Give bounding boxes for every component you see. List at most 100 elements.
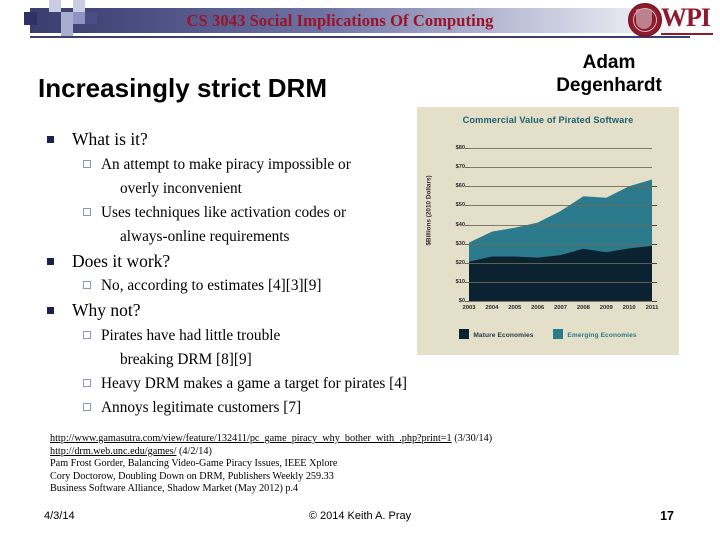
filled-square-bullet-icon <box>47 257 54 265</box>
reference-link[interactable]: http://drm.web.unc.edu/games/ <box>50 445 177 457</box>
header-deco-square-6 <box>61 24 73 36</box>
reference-date: (4/2/14) <box>176 445 212 457</box>
chart-y-tick-label: $50 <box>455 202 465 209</box>
wpi-logo: WPI <box>628 2 714 38</box>
header-deco-square-5 <box>73 12 85 24</box>
chart-y-tick-label: $80 <box>455 145 465 151</box>
bullet-level2: Heavy DRM makes a game a target for pira… <box>38 372 468 396</box>
chart-y-tick-label: $40 <box>455 221 465 228</box>
header-deco-square-7 <box>85 12 97 24</box>
chart-x-tick-label: 2010 <box>622 305 636 311</box>
wpi-seal-ring <box>633 8 657 32</box>
chart-legend: Mature Economies Emerging Economies <box>417 329 679 339</box>
chart-gridline <box>469 186 652 188</box>
chart-y-tick-mark <box>465 243 469 245</box>
chart-x-tick-label: 2011 <box>645 305 659 311</box>
chart-x-tick-label: 2008 <box>576 305 590 311</box>
mature-economies-area <box>469 245 652 301</box>
bullet-level1: Why not? <box>38 298 468 323</box>
chart-right-tick-mark <box>652 186 657 188</box>
chart-right-tick-mark <box>652 281 657 283</box>
filled-square-bullet-icon <box>47 136 54 143</box>
reference-date: (3/30/14) <box>451 433 493 444</box>
slide-body-list: What is it? An attempt to make piracy im… <box>38 127 468 420</box>
chart-right-tick-mark <box>652 243 657 245</box>
footer-page-number: 17 <box>660 509 674 523</box>
footer-date: 4/3/14 <box>44 510 75 522</box>
chart-y-tick-label: $60 <box>455 183 465 190</box>
reference-list: http://www.gamasutra.com/view/feature/13… <box>50 433 610 496</box>
chart-right-tick-mark <box>652 205 657 207</box>
slide-header: CS 3043 Social Implications Of Computing… <box>0 0 720 40</box>
bullet-level2-label-cont: breaking DRM [8][9] <box>120 350 252 368</box>
chart-y-tick-mark <box>465 281 469 283</box>
chart-gridline <box>469 148 652 149</box>
legend-label-mature: Mature Economies <box>473 331 534 339</box>
chart-gridline <box>469 281 652 283</box>
bullet-level2-label-cont: overly inconvenient <box>120 179 242 197</box>
reference-citation: Business Software Alliance, Shadow Marke… <box>50 483 299 495</box>
chart-gridline <box>469 205 652 207</box>
bullet-level2-label: An attempt to make piracy impossible or <box>101 155 351 173</box>
bullet-level2-label: No, according to estimates [4][3][9] <box>101 277 322 294</box>
bullet-level2: Annoys legitimate customers [7] <box>38 396 468 420</box>
bullet-level1-label: Does it work? <box>72 250 171 271</box>
wpi-seal-icon <box>628 3 662 37</box>
chart-x-tick-label: 2007 <box>553 305 568 311</box>
course-title: CS 3043 Social Implications Of Computing <box>186 11 494 30</box>
hollow-square-bullet-icon <box>83 330 91 339</box>
chart-y-tick-label: $20 <box>455 259 465 266</box>
legend-label-emerging: Emerging Economies <box>567 331 637 339</box>
author-line-1: Adam <box>582 52 636 73</box>
chart-x-tick-label: 2003 <box>462 305 476 311</box>
legend-swatch-mature <box>459 329 470 339</box>
header-deco-square-2 <box>49 0 61 12</box>
chart-right-tick-mark <box>652 301 657 302</box>
reference-citation: Pam Frost Gorder, Balancing Video-Game P… <box>50 458 338 470</box>
chart-gridline <box>469 262 652 264</box>
chart-right-tick-mark <box>652 262 657 264</box>
bullet-level2-label: Uses techniques like activation codes or <box>101 203 347 221</box>
reference-item: Business Software Alliance, Shadow Marke… <box>50 483 610 496</box>
chart-x-tick-label: 2005 <box>508 305 522 311</box>
reference-link[interactable]: http://www.gamasutra.com/view/feature/13… <box>50 433 452 444</box>
legend-item-mature: Mature Economies <box>459 329 533 339</box>
bullet-level2: No, according to estimates [4][3][9] <box>38 274 468 298</box>
reference-item: http://drm.web.unc.edu/games/ (4/2/14) <box>50 446 610 459</box>
chart-y-tick-label: $0 <box>458 298 465 304</box>
bullet-level2-label-cont: always-online requirements <box>120 227 290 245</box>
hollow-square-bullet-icon <box>83 402 91 411</box>
chart-x-axis-labels: 2003 2004 2005 2006 2007 2008 2009 2010 2011 <box>462 305 658 315</box>
chart-y-tick-mark <box>465 224 469 226</box>
legend-item-emerging: Emerging Economies <box>553 329 637 339</box>
chart-gridline <box>469 224 652 226</box>
chart-y-tick-mark <box>465 262 469 264</box>
header-deco-square-3 <box>61 12 73 24</box>
filled-square-bullet-icon <box>47 307 54 314</box>
bullet-level1: Does it work? <box>38 249 468 274</box>
chart-gridline <box>469 167 652 169</box>
chart-title: Commercial Value of Pirated Software <box>462 115 634 125</box>
bullet-level2-label: Annoys legitimate customers [7] <box>101 398 302 416</box>
chart-y-tick-mark <box>465 301 469 302</box>
bullet-level2: An attempt to make piracy impossible or … <box>38 153 468 201</box>
chart-gridline <box>469 243 652 245</box>
chart-y-tick-label: $30 <box>455 240 465 247</box>
chart-y-axis-label: $Billions (2010 Dollars) <box>425 175 433 246</box>
bullet-level1: What is it? <box>38 127 468 152</box>
bullet-level2-label: Pirates have had little trouble <box>101 326 281 344</box>
chart-x-tick-label: 2009 <box>599 305 613 311</box>
pirated-software-chart: Commercial Value of Pirated Software $Bi… <box>417 107 679 355</box>
legend-swatch-emerging <box>553 329 564 339</box>
chart-y-tick-mark <box>465 167 469 169</box>
reference-citation: Cory Doctorow, Doubling Down on DRM, Pub… <box>50 470 334 482</box>
hollow-square-bullet-icon <box>83 281 91 289</box>
page-title: Increasingly strict DRM <box>38 73 327 103</box>
author-name: Adam Degenhardt <box>500 51 718 97</box>
reference-item: Cory Doctorow, Doubling Down on DRM, Pub… <box>50 471 610 484</box>
chart-y-tick-label: $10 <box>455 278 465 285</box>
header-underline <box>30 36 690 38</box>
chart-y-tick-label: $70 <box>455 164 465 171</box>
bullet-level1-label: What is it? <box>72 129 148 149</box>
slide-footer: 4/3/14 © 2014 Keith A. Pray 17 <box>0 508 720 530</box>
